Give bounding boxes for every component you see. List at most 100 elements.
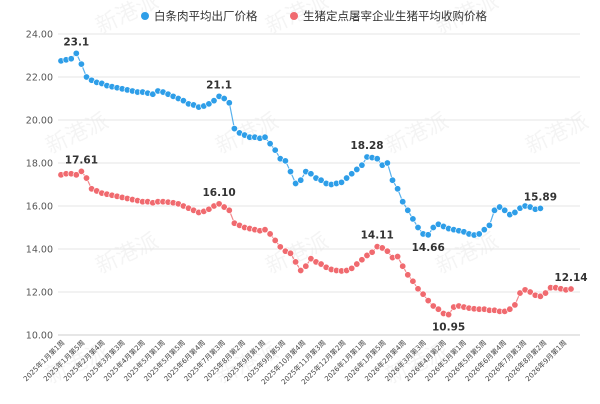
- series-0-point: [414, 224, 422, 232]
- series-1-point: [368, 248, 376, 256]
- series-0-point: [536, 204, 544, 212]
- grid-layer: [58, 33, 580, 336]
- series-1-point: [292, 258, 300, 266]
- series-0-point: [409, 215, 417, 223]
- series-0-point: [343, 174, 351, 182]
- series-1-point: [225, 206, 233, 214]
- data-labels-layer: 23.1 21.1 18.28 14.66 15.89 17.61 16.10 14.11 10…: [63, 36, 587, 333]
- data-label: 15.89: [524, 191, 557, 203]
- series-0-point: [271, 146, 279, 154]
- series-0-point: [266, 140, 274, 148]
- series-0-point: [225, 99, 233, 107]
- series-layer: [57, 49, 575, 319]
- series-1-point: [511, 301, 519, 309]
- series-1-point: [409, 277, 417, 285]
- series-0-point: [337, 178, 345, 186]
- series-0-point: [292, 179, 300, 187]
- series-0-point: [220, 95, 228, 103]
- series-1-point: [378, 244, 386, 252]
- series-1-point: [414, 285, 422, 293]
- series-1-point: [424, 297, 432, 305]
- y-axis: 10.00 12.00 14.00 16.00 18.00 20.00 22.00 24.00: [26, 30, 53, 342]
- series-1-point: [506, 305, 514, 313]
- series-1-point: [297, 266, 305, 274]
- series-0-point: [480, 226, 488, 234]
- series-1-point: [220, 203, 228, 211]
- series-1-point: [516, 289, 524, 297]
- series-1-point: [77, 167, 85, 175]
- series-0-point: [358, 161, 366, 169]
- data-label: 21.1: [206, 79, 232, 91]
- series-1-point: [276, 243, 284, 251]
- series-0-point: [348, 170, 356, 178]
- y-tick-label: 24.00: [26, 30, 53, 41]
- series-1-point: [307, 255, 315, 263]
- legend-label-0: 白条肉平均出厂价格: [154, 9, 258, 23]
- series-1-point: [445, 311, 453, 319]
- series-0-point: [399, 198, 407, 206]
- watermark-text: 新港派: [522, 109, 592, 160]
- series-1-point: [404, 271, 412, 279]
- legend-marker-1: [290, 12, 298, 20]
- series-0-point: [230, 125, 238, 133]
- y-tick-label: 20.00: [26, 116, 53, 127]
- series-1-point: [348, 264, 356, 272]
- series-1-point: [434, 305, 442, 313]
- series-0-point: [353, 165, 361, 173]
- watermark-text: 新港派: [92, 229, 162, 280]
- series-1-point: [286, 249, 294, 257]
- series-0-point: [490, 206, 498, 214]
- series-0-point: [373, 155, 381, 163]
- series-0-point: [485, 221, 493, 229]
- series-1-point: [302, 262, 310, 270]
- series-1-point: [271, 236, 279, 244]
- y-tick-label: 14.00: [26, 245, 53, 256]
- series-1-point: [83, 174, 91, 182]
- series-1-point: [205, 205, 213, 213]
- y-tick-label: 22.00: [26, 73, 53, 84]
- x-axis: 2025年1月第1周2025年1月第5周2025年2月第4周2025年3月第3周…: [21, 334, 580, 386]
- series-1-point: [419, 290, 427, 298]
- data-label: 18.28: [350, 140, 383, 152]
- series-0-point: [501, 206, 509, 214]
- legend: 白条肉平均出厂价格 生猪定点屠宰企业生猪平均收购价格: [141, 9, 487, 23]
- data-label: 17.61: [65, 154, 98, 166]
- series-1-point: [541, 289, 549, 297]
- series-1-point: [317, 260, 325, 268]
- y-tick-label: 16.00: [26, 202, 53, 213]
- series-0-point: [281, 157, 289, 165]
- series-0-point: [297, 176, 305, 184]
- series-1-point: [567, 285, 575, 293]
- series-0-point: [383, 159, 391, 167]
- series-1-point: [399, 262, 407, 270]
- data-label: 12.14: [554, 272, 587, 284]
- legend-marker-0: [141, 12, 149, 20]
- y-tick-label: 10.00: [26, 331, 53, 342]
- series-0-point: [286, 168, 294, 176]
- series-0-point: [429, 224, 437, 232]
- data-label: 23.1: [63, 36, 89, 48]
- watermark-text: 新港派: [92, 0, 162, 39]
- y-tick-label: 12.00: [26, 288, 53, 299]
- series-0-line: [60, 52, 541, 236]
- data-label: 14.66: [412, 242, 445, 254]
- series-0-point: [388, 176, 396, 184]
- series-0-point: [496, 203, 504, 211]
- series-1-point: [394, 253, 402, 261]
- series-0-point: [149, 90, 157, 98]
- series-0-point: [210, 97, 218, 105]
- series-0-point: [179, 97, 187, 105]
- series-1-point: [72, 171, 80, 179]
- series-0-point: [394, 185, 402, 193]
- series-0-point: [72, 49, 80, 57]
- series-1-point: [429, 302, 437, 310]
- series-0-point: [317, 176, 325, 184]
- series-0-point: [67, 55, 75, 63]
- series-1-point: [526, 288, 534, 296]
- series-0-point: [205, 100, 213, 108]
- series-1-point: [266, 230, 274, 238]
- series-0-point: [404, 206, 412, 214]
